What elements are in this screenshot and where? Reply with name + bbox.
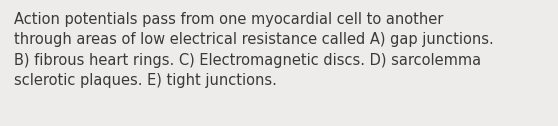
Text: Action potentials pass from one myocardial cell to another
through areas of low : Action potentials pass from one myocardi… [14,12,494,88]
